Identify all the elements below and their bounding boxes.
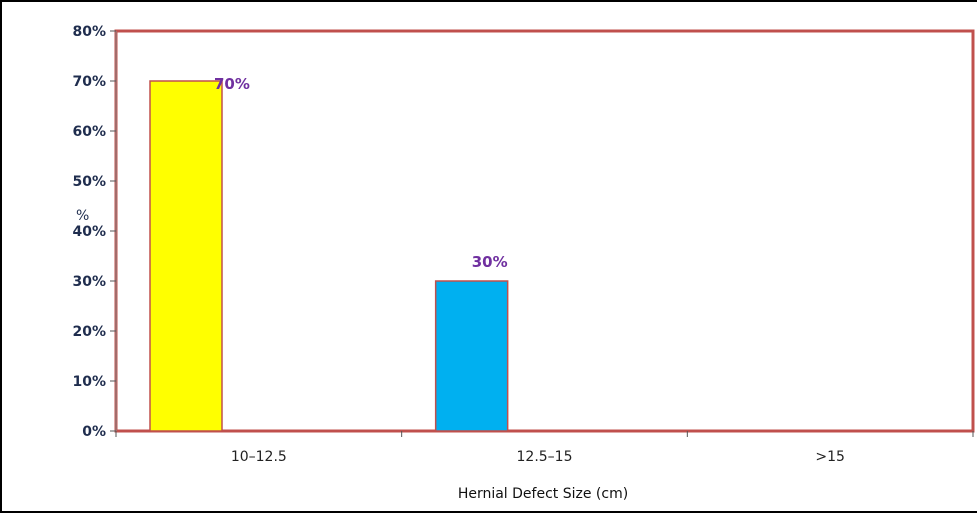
- y-tick-label: 0%: [82, 424, 106, 440]
- y-tick-label: 70%: [72, 74, 106, 90]
- plot-area: 0% 10% 20% 30% 40% 50% 60% 70% 80% 10–12.5 70% 12.5…: [72, 24, 975, 465]
- data-label: 30%: [472, 253, 508, 271]
- bar-2: [434, 280, 509, 432]
- x-category-label: 10–12.5: [231, 449, 287, 465]
- x-axis-title: Hernial Defect Size (cm): [458, 486, 628, 502]
- y-axis-title: %: [76, 208, 89, 224]
- y-tick-label: 10%: [72, 374, 106, 390]
- y-tick-label: 40%: [72, 224, 106, 240]
- y-tick-label: 50%: [72, 174, 106, 190]
- y-tick-label: 20%: [72, 324, 106, 340]
- data-label: 70%: [214, 75, 250, 93]
- y-tick-label: 80%: [72, 24, 106, 40]
- y-tick-label: 60%: [72, 124, 106, 140]
- y-tick-label: 30%: [72, 274, 106, 290]
- bar-1: [149, 80, 223, 432]
- x-category-label: >15: [815, 449, 845, 465]
- x-category-label: 12.5–15: [517, 449, 573, 465]
